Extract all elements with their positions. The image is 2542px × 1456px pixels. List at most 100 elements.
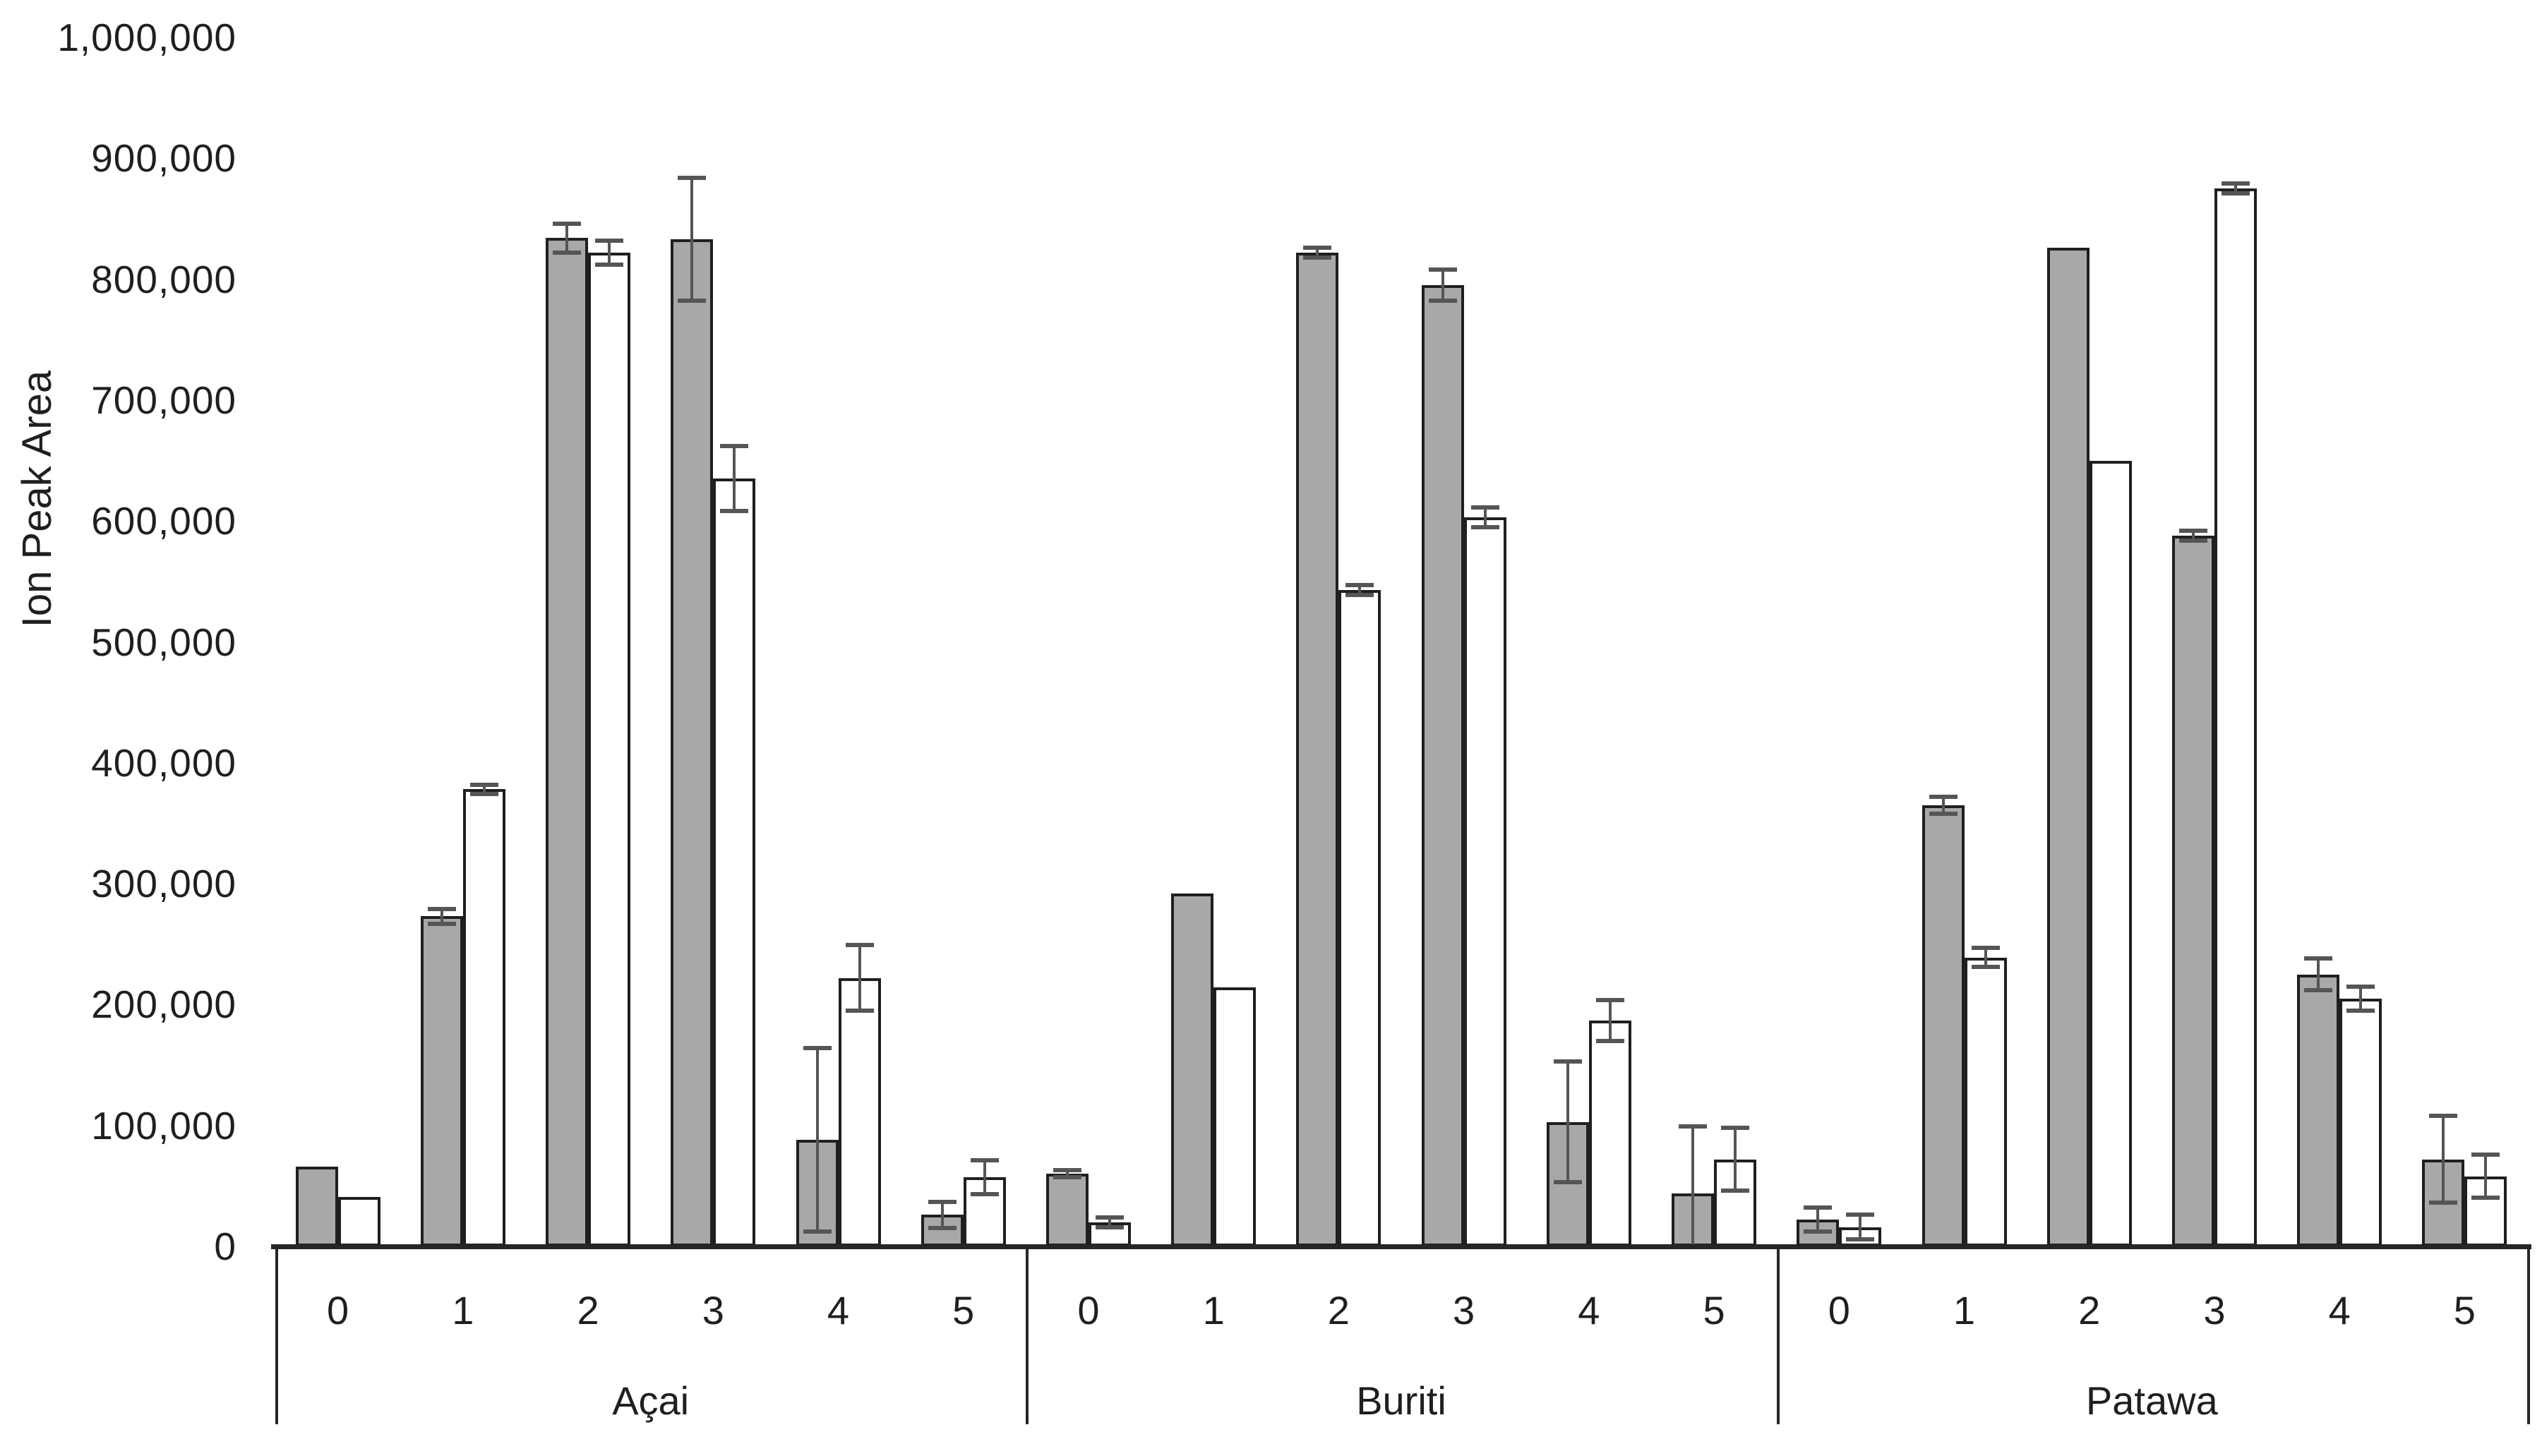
bar-white [462, 789, 505, 1246]
category-tick-label: 5 [2453, 1288, 2476, 1332]
error-bar [983, 1160, 986, 1195]
error-bar [1483, 507, 1487, 527]
error-bar [1734, 1128, 1737, 1191]
error-bar [2317, 958, 2320, 990]
error-cap [1428, 267, 1457, 272]
error-bar [1065, 1170, 1069, 1178]
error-bar [1566, 1061, 1569, 1183]
bar-white [2089, 460, 2132, 1246]
error-bar [440, 909, 443, 924]
category-tick-label: 5 [952, 1288, 975, 1332]
error-cap [2304, 987, 2333, 992]
error-bar [940, 1201, 944, 1229]
error-cap [427, 921, 456, 926]
error-cap [1595, 997, 1624, 1002]
error-cap [1846, 1237, 1875, 1241]
error-cap [1053, 1175, 1081, 1180]
error-bar [1316, 248, 1319, 258]
error-cap [2429, 1113, 2458, 1118]
bar-white [1213, 987, 1257, 1246]
error-cap [720, 443, 749, 448]
category-tick-label: 3 [2203, 1288, 2226, 1332]
panel-separator [1776, 1246, 1780, 1424]
bar-white [337, 1196, 380, 1246]
error-bar [1859, 1215, 1862, 1239]
error-cap [1804, 1229, 1833, 1234]
error-cap [970, 1158, 999, 1163]
y-tick-label: 500,000 [91, 620, 236, 664]
error-cap [2346, 984, 2375, 989]
error-cap [928, 1199, 957, 1204]
category-tick-label: 1 [1202, 1288, 1225, 1332]
error-cap [2221, 181, 2250, 186]
error-cap [1053, 1168, 1081, 1173]
bar-white [838, 977, 881, 1246]
error-cap [1553, 1059, 1582, 1064]
error-bar [2484, 1154, 2488, 1198]
error-bar [1984, 947, 1987, 968]
error-cap [553, 250, 582, 255]
error-cap [1095, 1225, 1124, 1229]
error-bar [815, 1048, 819, 1232]
error-bar [733, 445, 736, 512]
error-cap [1595, 1038, 1624, 1043]
error-cap [2178, 528, 2207, 533]
category-tick-label: 0 [327, 1288, 349, 1332]
category-tick-label: 3 [702, 1288, 724, 1332]
category-tick-label: 4 [1578, 1288, 1600, 1332]
y-tick-label: 200,000 [91, 982, 236, 1027]
error-cap [1929, 794, 1958, 799]
category-tick-label: 3 [1453, 1288, 1475, 1332]
bar-white [1588, 1020, 1631, 1246]
error-cap [845, 1008, 874, 1013]
error-bar [2234, 183, 2237, 193]
bar-white [1964, 957, 2007, 1246]
error-cap [1095, 1215, 1124, 1220]
error-cap [1303, 246, 1332, 251]
group-label: Patawa [2085, 1378, 2218, 1423]
error-bar [565, 223, 569, 253]
bar-white [1463, 517, 1506, 1246]
bar-gray [420, 916, 463, 1246]
y-tick-label: 400,000 [91, 740, 236, 785]
error-bar [2191, 530, 2195, 541]
bar-gray [295, 1166, 338, 1246]
bar-gray [671, 239, 714, 1246]
error-cap [1804, 1205, 1833, 1210]
error-cap [427, 907, 456, 912]
bar-gray [2297, 974, 2340, 1246]
error-bar [1816, 1208, 1820, 1232]
error-cap [1470, 524, 1499, 529]
y-tick-label: 800,000 [91, 257, 236, 301]
error-cap [1553, 1180, 1582, 1185]
bar-gray [2171, 535, 2214, 1246]
error-cap [1721, 1189, 1750, 1193]
error-cap [678, 175, 707, 180]
error-bar [1108, 1217, 1111, 1227]
category-tick-label: 2 [577, 1288, 599, 1332]
category-tick-label: 0 [1828, 1288, 1850, 1332]
error-bar [1358, 584, 1362, 595]
category-tick-label: 2 [2078, 1288, 2101, 1332]
bar-gray [1421, 285, 1464, 1246]
group-label: Açai [612, 1378, 690, 1423]
error-cap [678, 299, 707, 303]
error-cap [1428, 299, 1457, 303]
bar-gray [2046, 248, 2090, 1246]
error-cap [1303, 255, 1332, 260]
bar-white [1338, 589, 1381, 1246]
error-cap [2429, 1201, 2458, 1205]
bar-gray [1045, 1174, 1089, 1246]
error-bar [482, 784, 486, 795]
category-tick-label: 2 [1327, 1288, 1350, 1332]
error-cap [2221, 191, 2250, 195]
category-tick-label: 1 [1953, 1288, 1976, 1332]
bar-white [588, 252, 631, 1246]
error-cap [1971, 965, 2000, 970]
error-bar [1691, 1126, 1695, 1246]
error-cap [1679, 1124, 1708, 1129]
bar-gray [546, 238, 589, 1246]
error-cap [1846, 1213, 1875, 1217]
category-tick-label: 1 [452, 1288, 474, 1332]
